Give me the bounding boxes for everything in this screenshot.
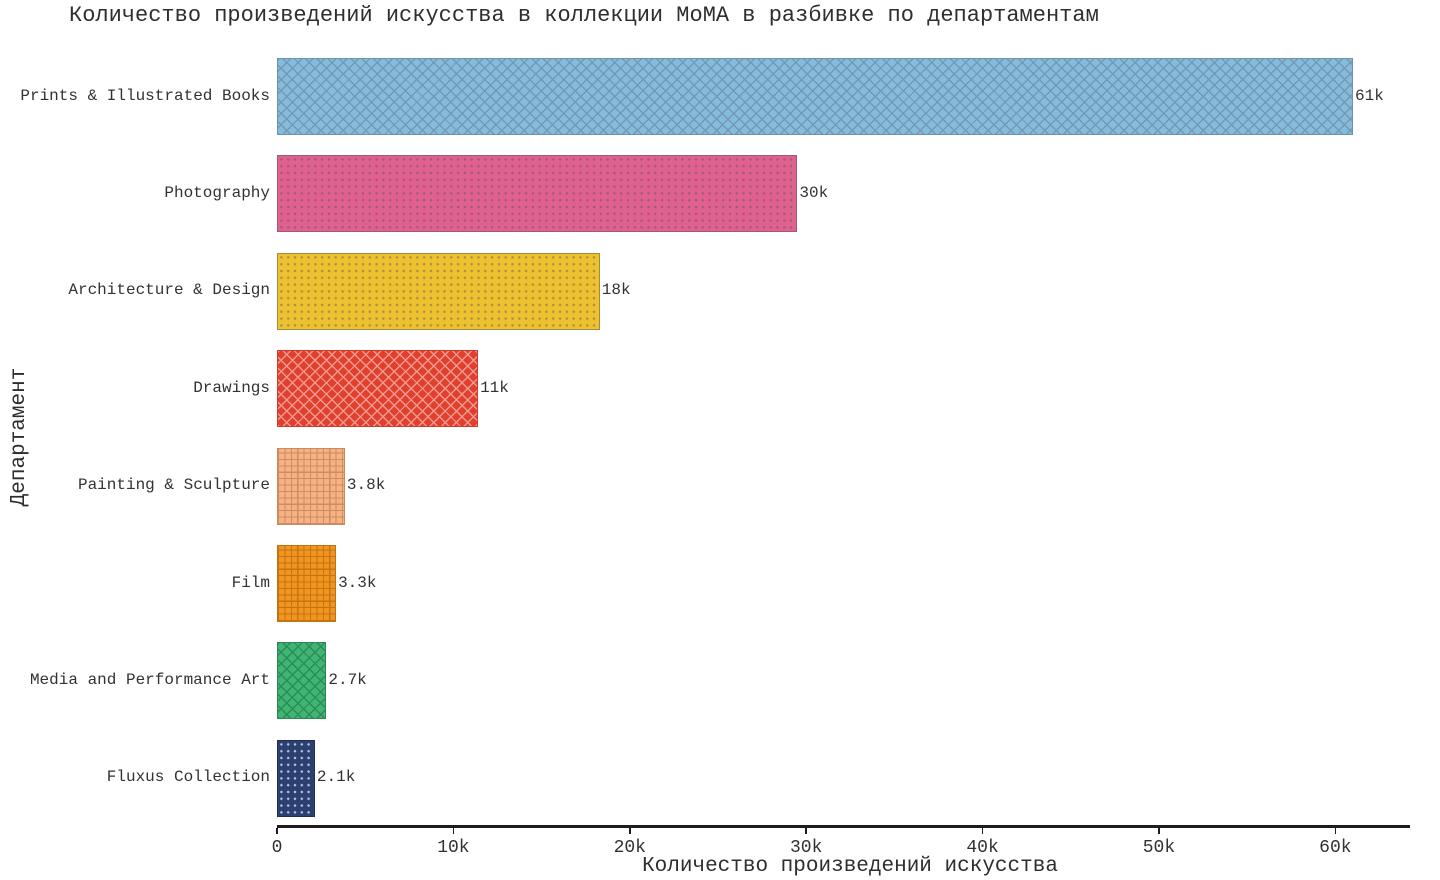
x-tick-mark — [1158, 827, 1160, 834]
x-tick-label: 20k — [613, 838, 646, 858]
x-tick-mark — [1334, 827, 1337, 834]
value-label: 3.8k — [346, 476, 386, 495]
value-label: 11k — [480, 378, 509, 397]
value-label: 2.1k — [316, 768, 356, 787]
x-tick-mark — [981, 827, 984, 834]
category-label: Fluxus Collection — [106, 768, 270, 787]
x-tick-label: 40k — [966, 838, 999, 858]
x-tick-mark — [452, 827, 455, 834]
x-tick-label: 60k — [1319, 838, 1352, 858]
value-label: 18k — [601, 281, 631, 300]
value-label: 61k — [1355, 86, 1384, 105]
bar-drawings — [277, 350, 479, 428]
value-label: 2.7k — [328, 670, 367, 689]
x-tick-mark — [629, 827, 631, 834]
category-label: Painting & Sculpture — [77, 476, 270, 495]
bar-prints-illustrated-books — [277, 58, 1353, 135]
x-tick-label: 50k — [1142, 838, 1176, 858]
category-label: Media and Performance Art — [29, 670, 270, 689]
x-tick-label: 0 — [271, 838, 283, 858]
bar-media-and-performance-art — [277, 642, 327, 720]
bar-painting-sculpture — [277, 447, 345, 525]
x-axis-line — [277, 825, 1410, 828]
chart-title: Количество произведений искусства в колл… — [69, 3, 1099, 28]
category-label: Prints & Illustrated Books — [20, 86, 270, 105]
bar-architecture-design — [277, 252, 600, 330]
category-label: Photography — [164, 183, 270, 202]
x-tick-mark — [805, 827, 807, 834]
bar-photography — [277, 155, 798, 233]
category-label: Film — [231, 573, 270, 592]
x-tick-label: 30k — [789, 838, 823, 858]
x-tick-mark — [276, 827, 278, 834]
value-label: 3.3k — [338, 573, 377, 592]
x-axis-title: Количество произведений искусства — [642, 855, 1058, 878]
category-label: Drawings — [193, 378, 270, 397]
bar-film — [277, 545, 337, 622]
x-tick-label: 10k — [437, 838, 470, 858]
value-label: 30k — [799, 183, 829, 202]
category-label: Architecture & Design — [68, 281, 270, 300]
bar-fluxus-collection — [277, 739, 315, 817]
